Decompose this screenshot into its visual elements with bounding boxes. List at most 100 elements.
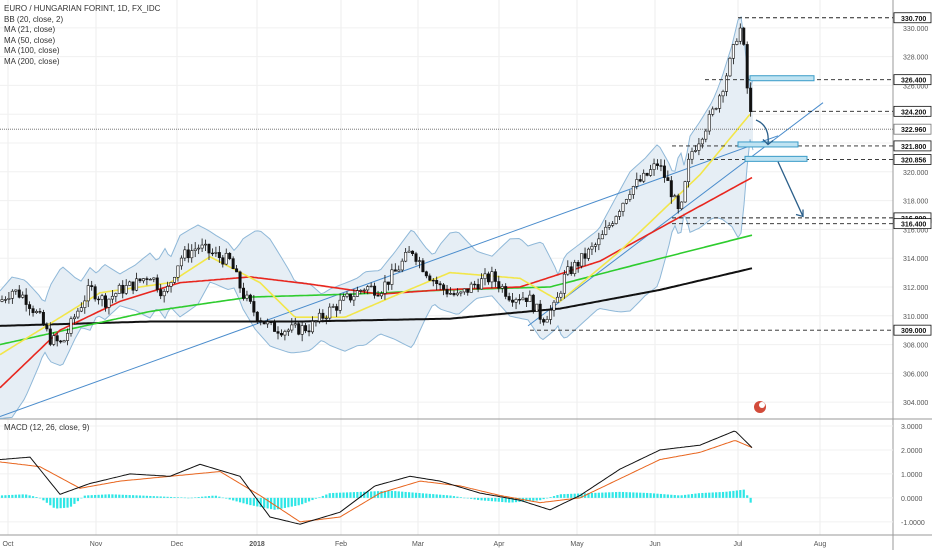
price-tick-label-7: 318.000 xyxy=(903,199,928,206)
candle-body xyxy=(642,172,646,182)
legend-ma50: MA (50, close) xyxy=(4,35,56,45)
histogram-bar xyxy=(746,495,749,498)
histogram-bar xyxy=(477,497,480,500)
candle-body xyxy=(252,301,256,313)
candle xyxy=(448,287,452,295)
candle-body xyxy=(442,284,446,290)
candle-body xyxy=(362,289,366,292)
candle-body xyxy=(538,303,542,320)
candle-body xyxy=(176,265,180,278)
candle-body xyxy=(466,288,470,293)
candle xyxy=(131,281,135,295)
candle xyxy=(24,288,28,312)
candle-body xyxy=(435,280,439,285)
candle-body xyxy=(359,289,363,292)
histogram-bar xyxy=(190,497,193,499)
candle xyxy=(621,202,625,217)
price-tick-label-4: 312.000 xyxy=(903,285,928,292)
histogram-bar xyxy=(556,495,559,498)
histogram-bar xyxy=(228,497,231,500)
histogram-bar xyxy=(187,497,190,499)
target-box-0 xyxy=(749,75,815,82)
histogram-bar xyxy=(297,497,300,506)
level-label-3: 322.960 xyxy=(901,127,926,134)
candle-body xyxy=(593,244,597,247)
candle xyxy=(600,230,604,240)
candle-body xyxy=(7,298,11,300)
candle-body xyxy=(10,290,14,299)
candle-body xyxy=(193,248,197,251)
candle xyxy=(614,215,618,225)
candle-body xyxy=(348,293,352,301)
candle xyxy=(417,256,421,269)
arrow-path-2 xyxy=(777,161,804,217)
histogram-bar xyxy=(508,497,511,503)
candle xyxy=(228,252,232,261)
histogram-bar xyxy=(670,494,673,498)
histogram-bar xyxy=(183,497,186,499)
macd-tick-label-4: 3.0000 xyxy=(901,424,923,431)
candle xyxy=(562,269,566,299)
candle xyxy=(466,288,470,296)
candle xyxy=(373,282,377,299)
candle-body xyxy=(742,27,746,45)
candle-body xyxy=(621,202,625,212)
candle-body xyxy=(700,138,704,145)
histogram-bar xyxy=(373,491,376,498)
candle-body xyxy=(390,269,394,285)
candle xyxy=(34,309,38,314)
candle xyxy=(483,268,487,286)
histogram-bar xyxy=(76,497,79,502)
histogram-bar xyxy=(100,494,104,498)
candle xyxy=(445,285,449,298)
histogram-bar xyxy=(394,491,397,498)
candle-body xyxy=(41,311,45,326)
candle-body xyxy=(290,324,294,331)
candle xyxy=(186,243,190,263)
candle-body xyxy=(97,298,101,301)
histogram-bar xyxy=(307,497,311,502)
candle xyxy=(128,280,132,286)
candle xyxy=(148,278,152,281)
histogram-bar xyxy=(639,492,642,498)
candle xyxy=(400,258,404,273)
histogram-bar xyxy=(283,497,286,508)
candle-body xyxy=(148,278,152,281)
candle xyxy=(514,297,518,310)
histogram-bar xyxy=(646,492,649,498)
candle-body xyxy=(631,186,635,195)
candle xyxy=(486,271,490,285)
candle xyxy=(459,291,463,297)
histogram-bar xyxy=(532,497,535,501)
histogram-bar xyxy=(687,494,690,498)
candle-body xyxy=(680,201,684,210)
candle-body xyxy=(614,216,618,224)
histogram-bar xyxy=(7,495,10,498)
level-label-box-4 xyxy=(893,140,932,152)
candle xyxy=(586,247,590,261)
macd-tick-label-2: 1.0000 xyxy=(901,472,923,479)
candle-body xyxy=(269,321,273,324)
candle-body xyxy=(493,271,497,282)
histogram-bar xyxy=(511,497,514,503)
histogram-bar xyxy=(328,493,331,498)
candle-body xyxy=(66,333,70,341)
candle-body xyxy=(469,283,473,293)
candle xyxy=(138,278,142,283)
candle xyxy=(342,293,346,301)
candle xyxy=(507,292,511,302)
candle-body xyxy=(93,286,97,300)
candle-body xyxy=(100,295,104,300)
candle-body xyxy=(669,180,673,198)
histogram-bar xyxy=(694,493,697,498)
histogram-bar xyxy=(601,492,604,498)
histogram-bar xyxy=(87,495,90,498)
candle xyxy=(197,244,201,255)
candle-body xyxy=(138,278,142,282)
histogram-bar xyxy=(735,490,738,498)
candle xyxy=(504,283,508,300)
histogram-bar xyxy=(121,494,124,498)
candle-body xyxy=(259,320,263,322)
